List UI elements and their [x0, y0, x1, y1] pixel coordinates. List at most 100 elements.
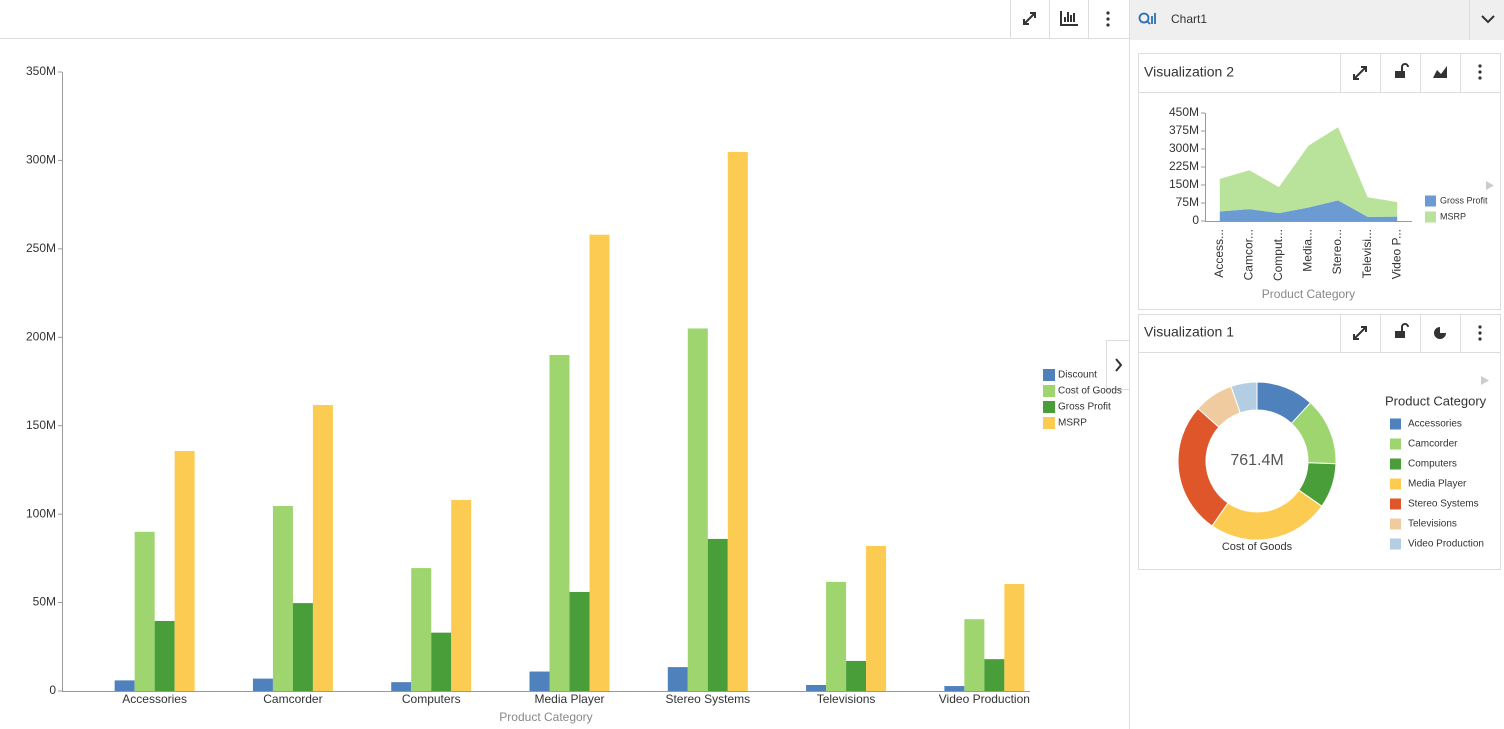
bar — [727, 151, 748, 691]
x-tick-label: Video P... — [1389, 229, 1403, 279]
legend-swatch — [1043, 385, 1055, 397]
y-tick-label: 150M — [26, 418, 56, 432]
bar — [134, 531, 155, 691]
legend-swatch — [1390, 458, 1401, 470]
x-tick-label: Televisions — [817, 692, 876, 706]
x-tick-label: Access... — [1212, 229, 1226, 278]
side-title: Chart1 — [1171, 12, 1207, 26]
y-tick-label: 0 — [1192, 213, 1199, 227]
legend-label: MSRP — [1058, 418, 1087, 429]
y-tick-label: 100M — [26, 506, 56, 520]
bar — [272, 506, 293, 691]
bar — [687, 328, 708, 691]
y-tick-label: 300M — [1169, 141, 1199, 155]
legend-label: Accessories — [1408, 419, 1462, 430]
bar — [312, 405, 333, 691]
menu-button[interactable] — [1106, 11, 1110, 27]
bar — [451, 499, 472, 691]
legend-label: Discount — [1058, 370, 1097, 381]
legend-title: Product Category — [1385, 393, 1487, 408]
bar — [174, 451, 195, 691]
x-tick-label: Camcorder — [263, 692, 322, 706]
area — [1219, 200, 1398, 221]
legend-swatch — [1043, 401, 1055, 413]
bar — [569, 591, 590, 691]
y-tick-label: 0 — [49, 683, 56, 697]
bar — [984, 659, 1005, 691]
bar — [944, 686, 965, 691]
center-label: 761.4M — [1230, 452, 1283, 469]
y-tick-label: 150M — [1169, 177, 1199, 191]
x-tick-label: Stereo Systems — [665, 692, 750, 706]
panel-title: Visualization 1 — [1144, 324, 1234, 340]
legend-swatch — [1425, 195, 1436, 207]
legend-swatch — [1390, 418, 1401, 430]
x-tick-label: Video Production — [939, 692, 1030, 706]
expand-icons[interactable] — [1353, 66, 1367, 340]
side-header — [1130, 0, 1504, 40]
bar — [1004, 584, 1025, 691]
pie-icon[interactable] — [1434, 327, 1446, 339]
x-tick-label: Comput... — [1271, 229, 1285, 281]
toolbar-buttons — [1010, 0, 1110, 38]
bar — [431, 632, 452, 691]
x-axis-label: Product Category — [1262, 287, 1355, 301]
x-tick-label: Televisi... — [1360, 229, 1374, 278]
bar — [866, 545, 887, 691]
legend-label: Gross Profit — [1058, 402, 1111, 413]
legend-label: Televisions — [1408, 519, 1457, 530]
legend-label: Stereo Systems — [1408, 499, 1479, 510]
x-axis-label: Product Category — [499, 710, 592, 724]
panel-title: Visualization 2 — [1144, 64, 1234, 80]
y-tick-label: 225M — [1169, 159, 1199, 173]
chart-icon — [1138, 12, 1156, 25]
x-tick-label: Stereo... — [1330, 229, 1344, 274]
lock-icons[interactable] — [1395, 63, 1409, 338]
x-tick-label: Media... — [1301, 229, 1315, 272]
dividers — [1340, 53, 1461, 352]
legend-swatch — [1390, 498, 1401, 510]
legend-swatch — [1390, 478, 1401, 490]
legend-label: Cost of Goods — [1058, 386, 1122, 397]
y-tick-label: 350M — [26, 64, 56, 78]
legend-label: Video Production — [1408, 539, 1484, 550]
bar — [589, 234, 610, 692]
panel-toggle[interactable] — [1106, 340, 1130, 390]
menu-icons[interactable] — [1478, 64, 1482, 341]
x-tick-label: Computers — [402, 692, 461, 706]
bar — [391, 682, 412, 691]
bar — [667, 667, 688, 691]
bar — [964, 619, 985, 691]
collapse-button[interactable] — [1481, 15, 1495, 24]
y-tick-label: 450M — [1169, 105, 1199, 119]
bar — [806, 684, 827, 691]
bar — [252, 678, 273, 691]
y-tick-label: 300M — [26, 153, 56, 167]
chart-type-button[interactable] — [1060, 11, 1078, 26]
bar — [154, 620, 175, 691]
legend-swatch — [1425, 211, 1436, 223]
expand-button[interactable] — [1023, 12, 1036, 25]
y-tick-label: 375M — [1169, 123, 1199, 137]
pie-subtitle: Cost of Goods — [1222, 541, 1293, 553]
bar — [846, 660, 867, 691]
bar — [114, 680, 135, 691]
x-tick-label: Camcor... — [1242, 229, 1256, 280]
area-icon[interactable] — [1433, 66, 1447, 78]
bar — [292, 603, 313, 691]
y-tick-label: 75M — [1176, 195, 1199, 209]
x-tick-label: Media Player — [534, 692, 604, 706]
bar — [549, 354, 570, 691]
y-tick-label: 200M — [26, 329, 56, 343]
legend-label: Camcorder — [1408, 439, 1458, 450]
x-tick-label: Accessories — [122, 692, 187, 706]
y-tick-label: 250M — [26, 241, 56, 255]
legend-label: Gross Profit — [1440, 195, 1488, 205]
bar — [707, 538, 728, 691]
bar — [826, 581, 847, 691]
legend-label: MSRP — [1440, 211, 1466, 221]
bar — [529, 671, 550, 691]
legend-label: Computers — [1408, 459, 1457, 470]
